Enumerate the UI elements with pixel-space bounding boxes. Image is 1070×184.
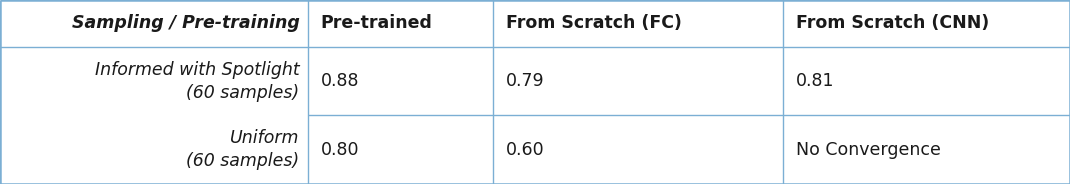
Text: From Scratch (FC): From Scratch (FC)	[506, 15, 682, 32]
Text: Uniform
(60 samples): Uniform (60 samples)	[186, 129, 300, 170]
Text: 0.88: 0.88	[321, 72, 360, 90]
Text: 0.60: 0.60	[506, 141, 545, 159]
Text: Sampling / Pre-training: Sampling / Pre-training	[72, 15, 300, 32]
Text: 0.79: 0.79	[506, 72, 545, 90]
Text: 0.80: 0.80	[321, 141, 360, 159]
Text: From Scratch (CNN): From Scratch (CNN)	[796, 15, 989, 32]
Text: Informed with Spotlight
(60 samples): Informed with Spotlight (60 samples)	[94, 61, 300, 102]
Text: 0.81: 0.81	[796, 72, 835, 90]
Text: No Convergence: No Convergence	[796, 141, 941, 159]
Text: Pre-trained: Pre-trained	[321, 15, 432, 32]
